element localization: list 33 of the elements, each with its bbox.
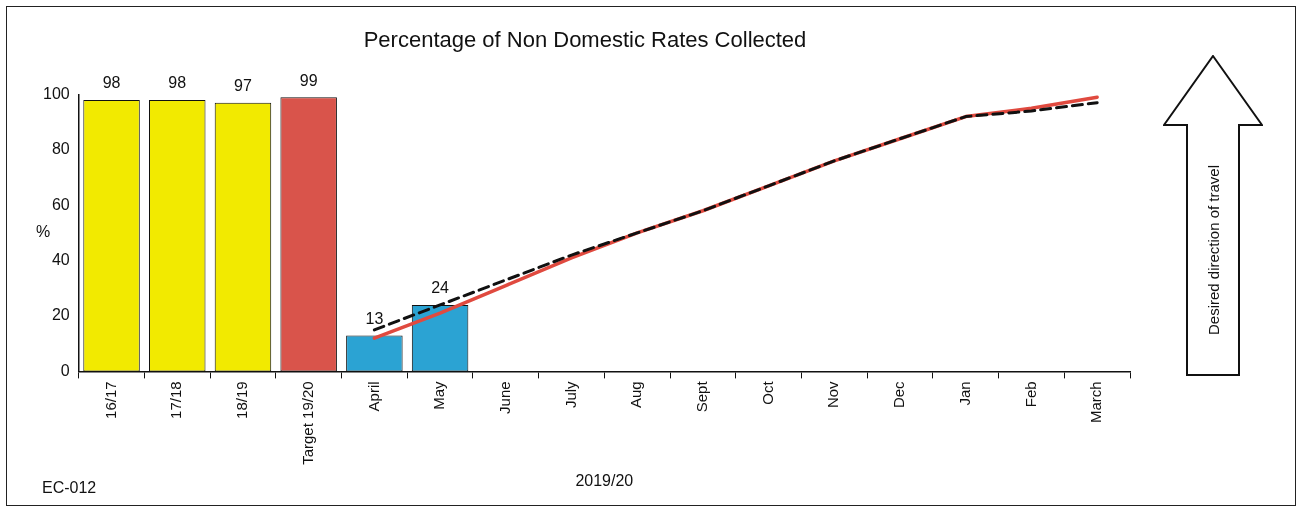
x-tick-label: July (561, 380, 579, 409)
x-tick-label: April (364, 381, 382, 412)
chart-title: Percentage of Non Domestic Rates Collected (363, 27, 807, 53)
x-tick-label: Dec (890, 380, 908, 409)
x-tick-label: 17/18 (167, 381, 185, 419)
text: EC-012 (42, 479, 97, 497)
y-tick-label: 20 (51, 306, 70, 324)
data-label: 97 (234, 77, 252, 95)
text: Desired direction of travel (1204, 164, 1222, 336)
x-tick-label: May (430, 380, 448, 410)
data-label: 98 (102, 74, 121, 92)
y-tick-label: 40 (51, 251, 70, 269)
y-tick-label: 0 (60, 361, 70, 379)
data-label: 24 (431, 279, 450, 297)
y-axis-title: % (36, 223, 51, 241)
x-tick-label: Oct (758, 380, 776, 405)
data-label: 99 (299, 71, 318, 89)
x-tick-label: Nov (824, 380, 842, 409)
x-tick-label: Aug (627, 381, 645, 409)
y-tick-label: 80 (51, 140, 70, 158)
x-tick-label: Target 19/20 (298, 381, 316, 465)
x-tick-label: March (1087, 381, 1105, 424)
y-tick-label: 100 (42, 84, 70, 102)
x-tick-label: 18/19 (233, 381, 251, 419)
x-axis-title: 2019/20 (575, 471, 634, 489)
x-tick-label: Sept (693, 380, 711, 413)
x-tick-label: June (495, 381, 513, 414)
x-tick-label: Jan (955, 381, 973, 406)
data-label: 13 (365, 309, 384, 327)
data-label: 98 (168, 74, 187, 92)
x-tick-label: Feb (1021, 381, 1039, 408)
x-tick-label: 16/17 (101, 381, 119, 419)
y-tick-label: 60 (51, 195, 70, 213)
